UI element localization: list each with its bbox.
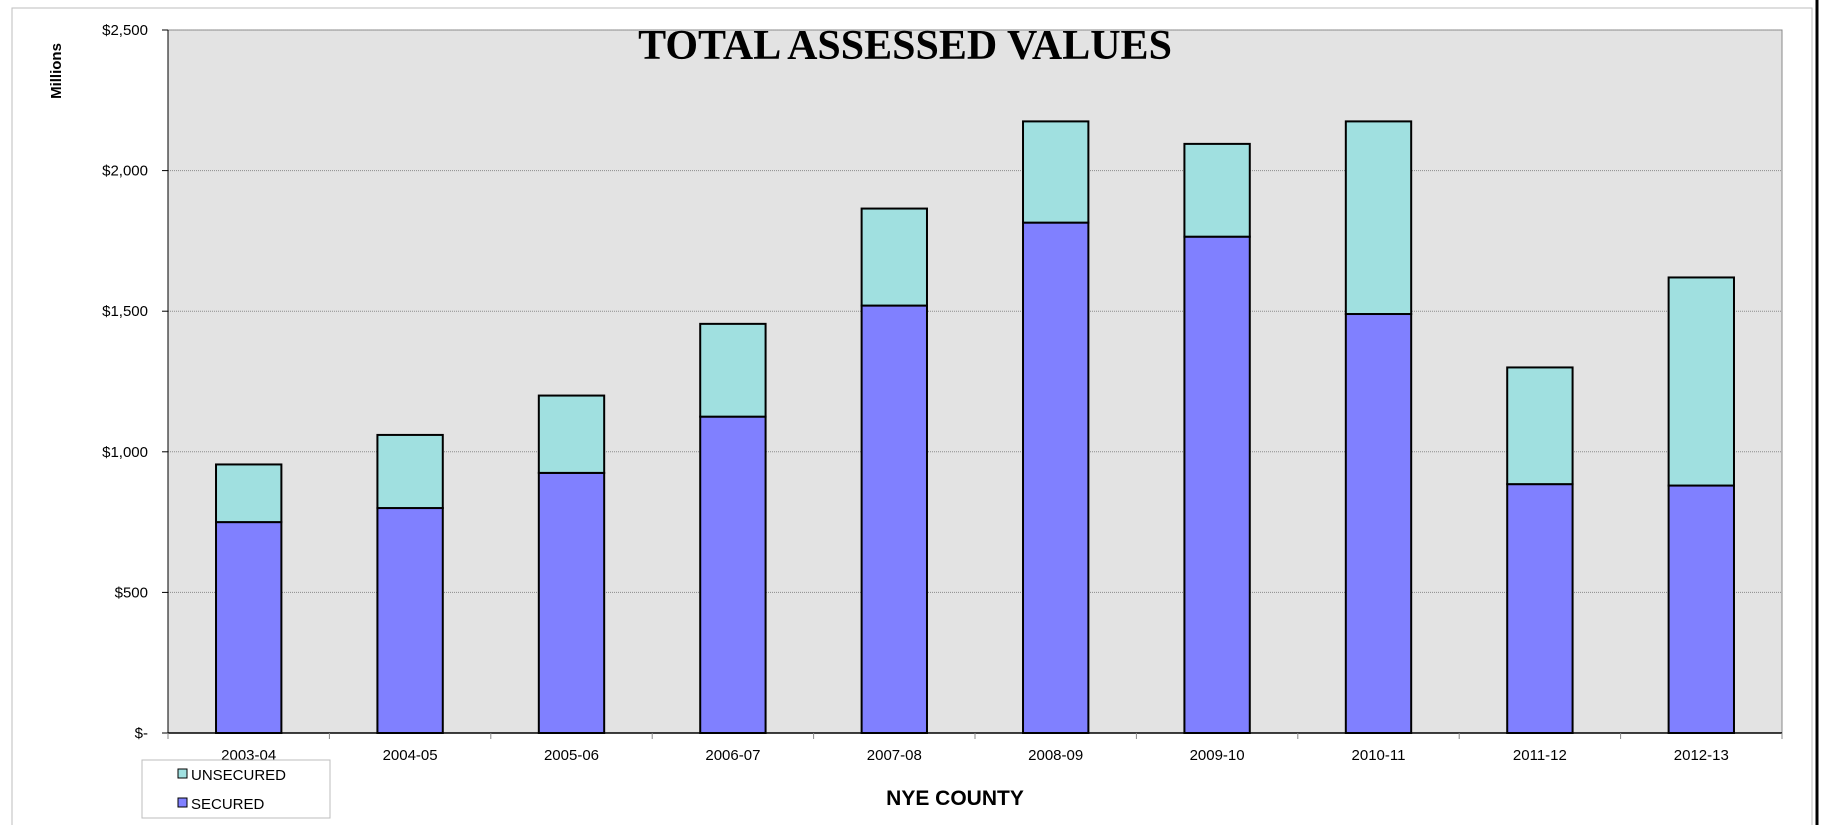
- bar-unsecured-2004-05: [376, 433, 444, 510]
- x-tick-label: 2008-09: [1028, 747, 1083, 764]
- legend-swatch-unsecured: [177, 768, 188, 779]
- bar-unsecured-2011-12: [1506, 366, 1574, 486]
- bar-secured-2011-12: [1506, 483, 1574, 734]
- bar-secured-2004-05: [376, 507, 444, 735]
- bar-secured-2006-07: [699, 415, 767, 734]
- bar-unsecured-2003-04: [215, 463, 283, 524]
- x-tick-label: 2009-10: [1190, 747, 1245, 764]
- bar-unsecured-2009-10: [1183, 142, 1251, 238]
- bar-secured-2010-11: [1344, 313, 1413, 734]
- x-tick-label: 2005-06: [544, 747, 599, 764]
- bar-unsecured-2007-08: [860, 207, 928, 307]
- x-tick-label: 2007-08: [867, 747, 922, 764]
- bar-secured-2012-13: [1667, 484, 1735, 734]
- bar-unsecured-2010-11: [1344, 120, 1413, 316]
- legend-label-secured: SECURED: [191, 796, 265, 813]
- bar-unsecured-2005-06: [537, 394, 606, 474]
- legend-swatch-secured: [177, 797, 188, 808]
- y-tick-label: $1,500: [102, 303, 148, 320]
- bar-secured-2007-08: [860, 304, 928, 734]
- x-tick-label: 2004-05: [383, 747, 438, 764]
- x-tick-label: 2010-11: [1352, 747, 1406, 764]
- legend: UNSECURED SECURED: [141, 759, 331, 819]
- bars: [215, 120, 1735, 735]
- bar-unsecured-2006-07: [699, 322, 767, 418]
- y-tick-label: $1,000: [102, 444, 148, 461]
- bar-secured-2005-06: [537, 471, 606, 734]
- y-tick-label: $2,000: [102, 163, 148, 180]
- bar-unsecured-2012-13: [1667, 276, 1735, 487]
- y-tick-label: $-: [135, 725, 148, 742]
- x-axis-label: NYE COUNTY: [886, 787, 1024, 810]
- chart-title: TOTAL ASSESSED VALUES: [638, 23, 1172, 69]
- y-axis-label: Millions: [48, 43, 65, 99]
- x-tick-label: 2011-12: [1513, 747, 1567, 764]
- y-tick-label: $2,500: [102, 22, 148, 39]
- y-tick-label: $500: [115, 584, 148, 601]
- x-tick-label: 2012-13: [1674, 747, 1729, 764]
- legend-label-unsecured: UNSECURED: [191, 767, 286, 784]
- bar-secured-2008-09: [1022, 221, 1090, 734]
- x-tick-label: 2006-07: [705, 747, 760, 764]
- bar-secured-2003-04: [215, 521, 283, 734]
- legend-box: [141, 759, 331, 819]
- bar-unsecured-2008-09: [1022, 120, 1090, 224]
- bar-secured-2009-10: [1183, 235, 1251, 734]
